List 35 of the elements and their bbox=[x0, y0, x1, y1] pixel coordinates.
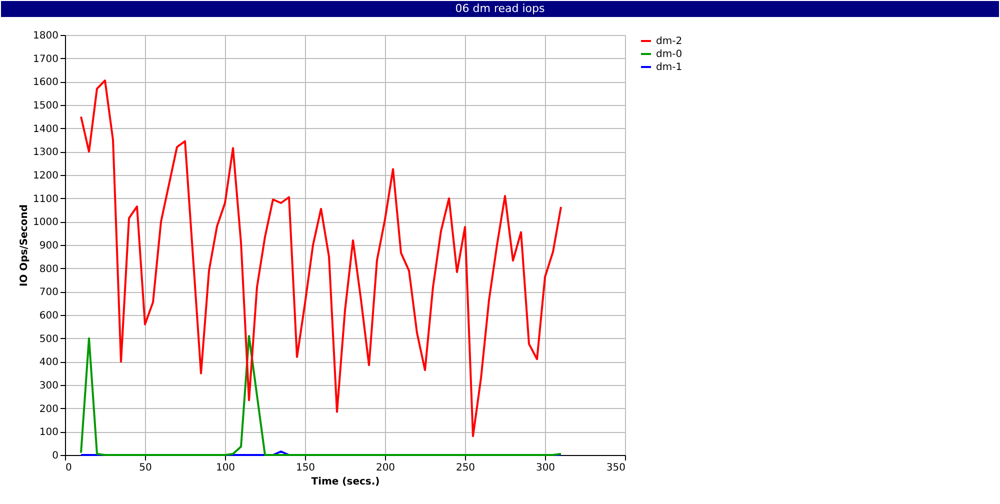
y-tick-label: 1200 bbox=[33, 170, 58, 182]
y-tick-label: 1000 bbox=[33, 217, 58, 228]
x-tick-label: 0 bbox=[66, 462, 72, 474]
x-axis-title: Time (secs.) bbox=[311, 476, 380, 488]
y-tick-label: 300 bbox=[39, 380, 58, 392]
y-tick-label: 1400 bbox=[33, 124, 58, 135]
x-tick-label: 150 bbox=[296, 462, 316, 474]
y-tick-label: 700 bbox=[39, 287, 58, 298]
y-tick-label: 1300 bbox=[33, 147, 58, 158]
y-tick-label: 900 bbox=[39, 240, 58, 252]
chart-title: 06 dm read iops bbox=[455, 2, 545, 15]
y-tick-label: 600 bbox=[39, 310, 58, 322]
x-tick-label: 200 bbox=[376, 462, 396, 474]
y-tick-label: 100 bbox=[39, 427, 58, 438]
legend-label: dm-0 bbox=[656, 49, 682, 60]
y-tick-label: 500 bbox=[39, 334, 58, 345]
line-series bbox=[80, 80, 562, 438]
y-tick-label: 800 bbox=[39, 264, 58, 275]
y-tick-label: 200 bbox=[39, 404, 58, 415]
y-tick-label: 0 bbox=[52, 450, 58, 462]
y-tick-label: 400 bbox=[39, 357, 58, 368]
legend-label: dm-2 bbox=[656, 36, 682, 47]
y-tick-label: 1100 bbox=[33, 194, 58, 205]
x-tick-label: 100 bbox=[216, 462, 236, 474]
legend-label: dm-1 bbox=[656, 62, 682, 73]
y-tick-label: 1600 bbox=[33, 77, 58, 88]
x-tick-label: 50 bbox=[139, 462, 152, 474]
y-tick-label: 1700 bbox=[33, 54, 58, 65]
x-tick-label: 300 bbox=[536, 462, 556, 474]
y-axis-title: IO Ops/Second bbox=[19, 204, 30, 287]
y-tick-label: 1800 bbox=[33, 30, 58, 42]
line-series bbox=[80, 335, 562, 456]
y-tick-label: 1500 bbox=[33, 100, 58, 112]
x-tick-label: 250 bbox=[456, 462, 476, 474]
x-tick-label: 350 bbox=[606, 462, 626, 474]
